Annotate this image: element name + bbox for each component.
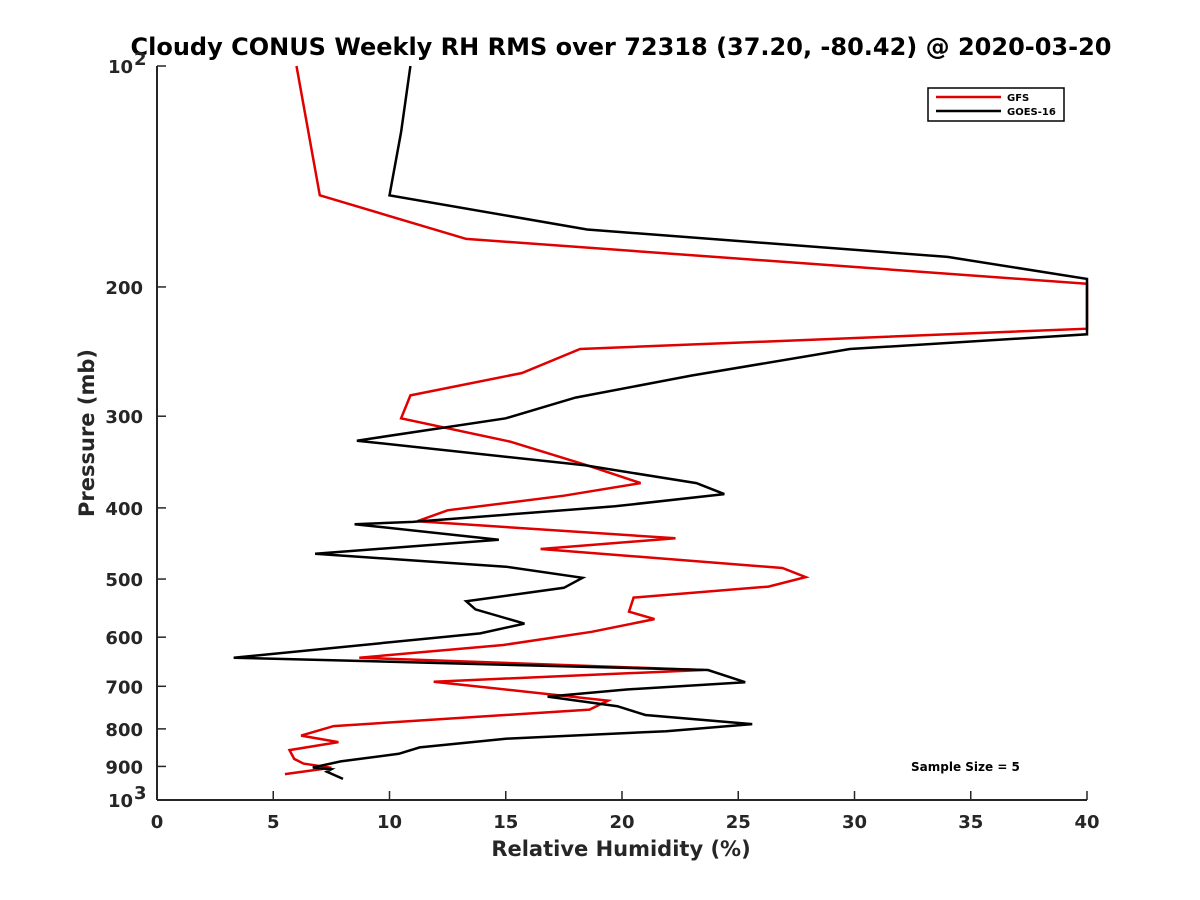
y-tick-label: 400: [105, 499, 143, 520]
y-tick-label: 10: [108, 791, 133, 812]
series-line-gfs: [284, 65, 1089, 776]
x-tick-label: 30: [842, 812, 867, 833]
y-tick-label: 900: [105, 757, 143, 778]
y-tick-label: 300: [105, 407, 143, 428]
legend-label-gfs: GFS: [1007, 93, 1029, 104]
x-tick-label: 10: [377, 812, 402, 833]
y-tick-exponent: 2: [134, 49, 147, 70]
chart-title: Cloudy CONUS Weekly RH RMS over 72318 (3…: [131, 33, 1112, 61]
y-tick-label: 500: [105, 570, 143, 591]
y-tick-label: 10: [108, 57, 133, 78]
x-tick-label: 40: [1074, 812, 1099, 833]
x-ticks: 0 5 10 15 20 25 30 35 40: [151, 791, 1100, 833]
x-tick-label: 5: [267, 812, 280, 833]
y-tick-label: 600: [105, 628, 143, 649]
y-tick-label: 700: [105, 677, 143, 698]
legend: GFS GOES-16: [927, 87, 1065, 122]
legend-box: [927, 87, 1065, 122]
plot-area: 0 5 10 15 20 25 30 35 40 10 220030040050060070080…: [105, 49, 1099, 833]
y-axis-label: Pressure (mb): [75, 349, 99, 517]
x-tick-label: 15: [493, 812, 518, 833]
x-tick-label: 35: [958, 812, 983, 833]
series-line-goes-16: [233, 65, 1089, 781]
legend-label-goes-16: GOES-16: [1007, 107, 1056, 118]
series-layer: [233, 65, 1089, 781]
x-axis-label: Relative Humidity (%): [491, 837, 750, 861]
x-tick-label: 25: [726, 812, 751, 833]
x-tick-label: 20: [609, 812, 634, 833]
y-tick-label: 200: [105, 278, 143, 299]
y-tick-label: 800: [105, 720, 143, 741]
x-tick-label: 0: [151, 812, 164, 833]
sample-size-annotation: Sample Size = 5: [911, 760, 1020, 774]
y-tick-exponent: 3: [134, 783, 147, 804]
